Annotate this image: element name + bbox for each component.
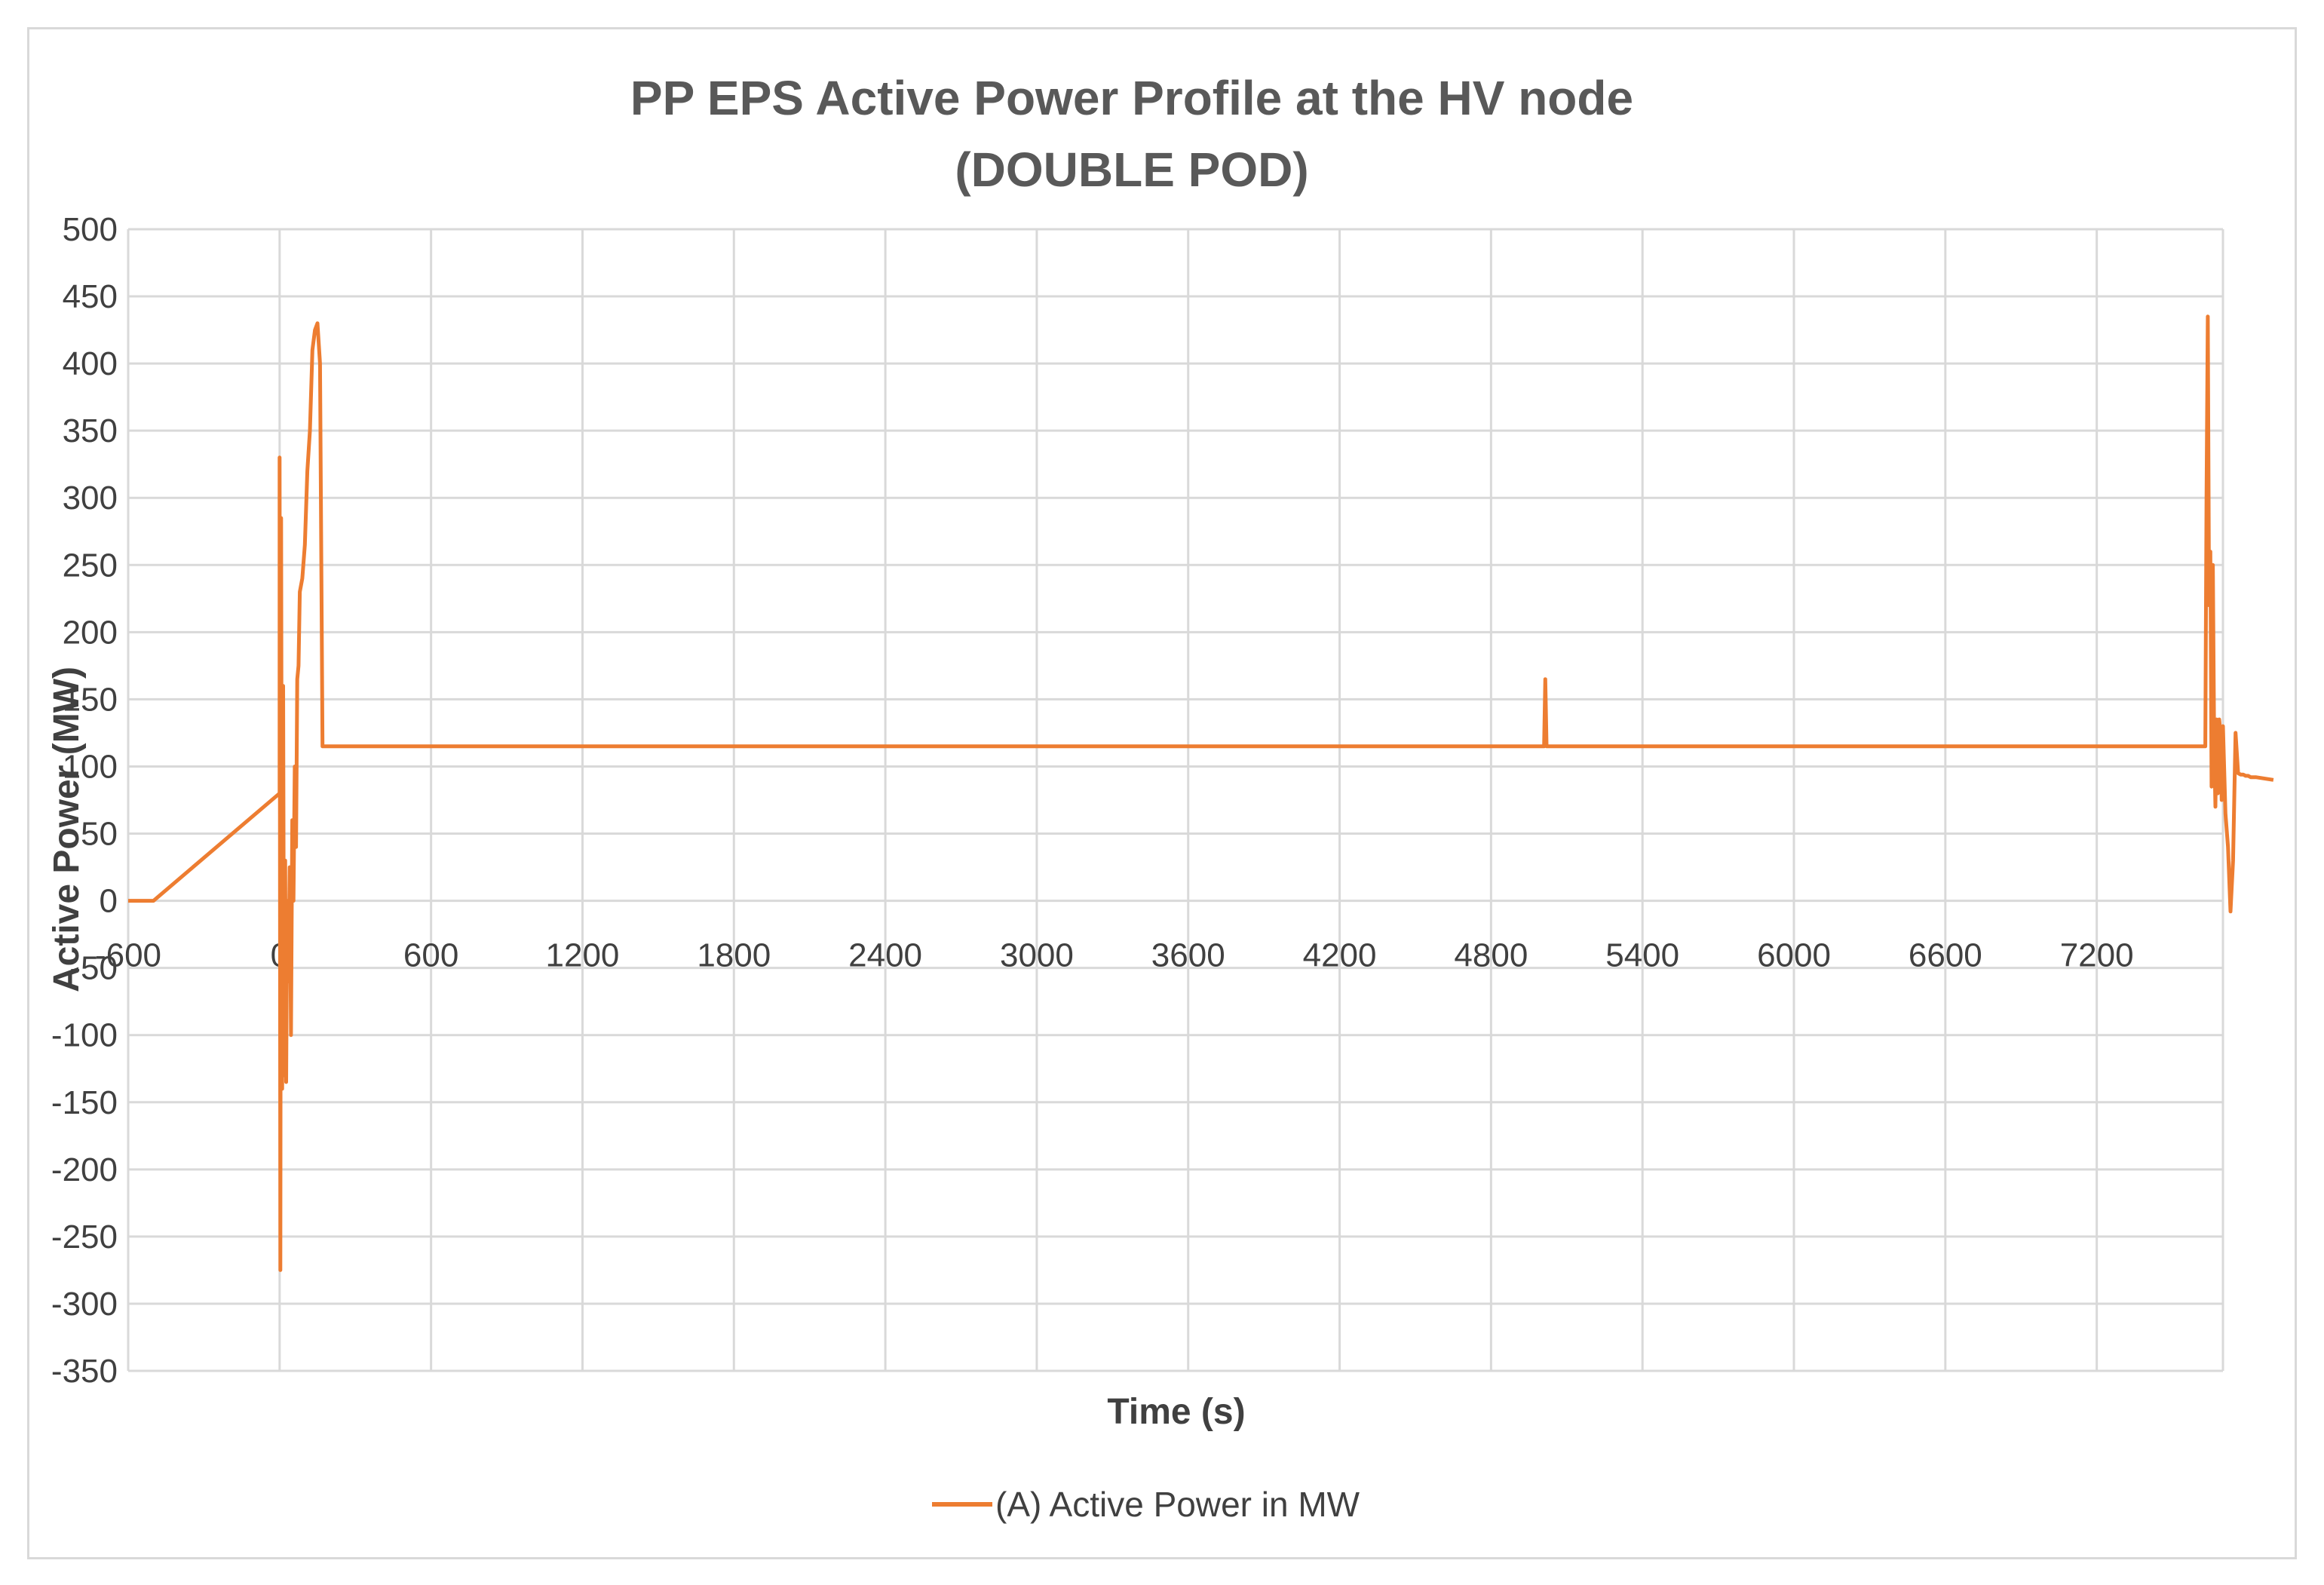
y-tick-label: -350 bbox=[51, 1353, 118, 1390]
x-tick-label: 5400 bbox=[1605, 937, 1679, 974]
y-tick-label: -50 bbox=[69, 950, 118, 987]
y-tick-label: -150 bbox=[51, 1084, 118, 1121]
y-tick-label: 50 bbox=[81, 816, 118, 853]
grid bbox=[127, 228, 2224, 1372]
x-tick-label: 2400 bbox=[848, 937, 922, 974]
y-tick-label: 100 bbox=[63, 748, 118, 785]
chart-title-line-2: (DOUBLE POD) bbox=[955, 143, 1308, 197]
y-tick-label: -300 bbox=[51, 1286, 118, 1323]
y-tick-label: 250 bbox=[63, 547, 118, 584]
x-tick-label: 4800 bbox=[1454, 937, 1528, 974]
x-tick-label: 6600 bbox=[1909, 937, 1982, 974]
y-tick-label: -200 bbox=[51, 1151, 118, 1188]
x-tick-label: -600 bbox=[95, 937, 161, 974]
x-tick-label: 3000 bbox=[1000, 937, 1074, 974]
y-tick-label: 150 bbox=[63, 681, 118, 718]
y-tick-label: -100 bbox=[51, 1017, 118, 1054]
y-axis-title: Active Power (MW) bbox=[47, 667, 87, 992]
x-tick-label: 4200 bbox=[1303, 937, 1377, 974]
y-tick-label: 0 bbox=[100, 883, 118, 920]
y-tick-label: -250 bbox=[51, 1219, 118, 1255]
x-tick-label: 7200 bbox=[2060, 937, 2134, 974]
y-tick-label: 400 bbox=[63, 345, 118, 382]
y-tick-label: 200 bbox=[63, 614, 118, 651]
x-tick-label: 1200 bbox=[546, 937, 620, 974]
x-tick-label: 600 bbox=[403, 937, 458, 974]
x-axis-ticks: -600 0 600 1200 1800 2400 3000 3600 4200 4800 5400… bbox=[95, 937, 2134, 974]
x-axis-title: Time (s) bbox=[1107, 1392, 1245, 1432]
y-tick-label: 450 bbox=[63, 278, 118, 315]
y-tick-label: 350 bbox=[63, 412, 118, 449]
x-tick-label: 3600 bbox=[1151, 937, 1225, 974]
series-layer bbox=[128, 314, 2274, 1272]
chart-title-line-1: PP EPS Active Power Profile at the HV no… bbox=[630, 71, 1633, 125]
y-axis-ticks: 500450400350300250200150100500-50-100-15… bbox=[51, 211, 118, 1390]
legend: (A) Active Power in MW bbox=[932, 1485, 1360, 1524]
x-tick-label: 1800 bbox=[697, 937, 771, 974]
legend-label: (A) Active Power in MW bbox=[995, 1485, 1360, 1524]
series-line-0 bbox=[128, 314, 2274, 1272]
x-tick-label: 6000 bbox=[1757, 937, 1831, 974]
y-tick-label: 300 bbox=[63, 480, 118, 517]
y-tick-label: 500 bbox=[63, 211, 118, 248]
